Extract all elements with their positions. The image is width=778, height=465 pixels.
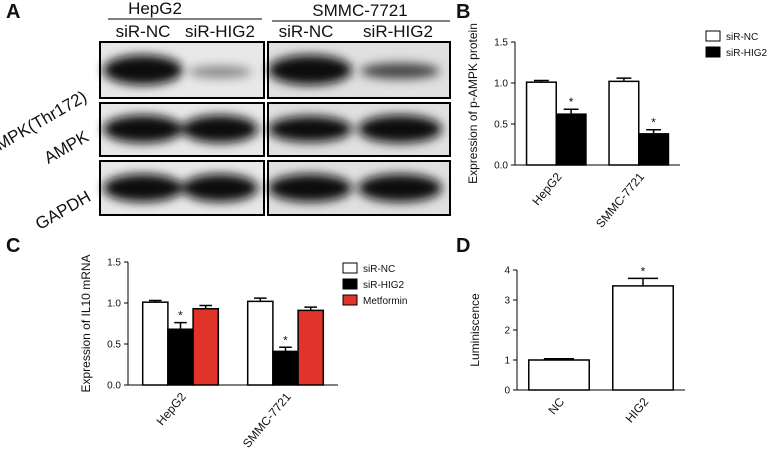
significance-mark: * (651, 116, 656, 130)
y-axis-label: Expression of IL10 mRNA (79, 254, 93, 392)
error-bar (199, 304, 212, 309)
bar (297, 309, 325, 386)
lane-label: siR-NC (279, 22, 334, 41)
error-bar (304, 306, 317, 311)
y-axis-label: Expression of p-AMPK protein (466, 23, 480, 184)
x-tick-label: SMMC-7721 (593, 170, 647, 231)
bar (525, 81, 557, 166)
bar (192, 307, 220, 386)
legend-label: siR-HIG2 (363, 280, 405, 291)
y-tick-label: 0.0 (494, 161, 508, 172)
row-label: AMPK (41, 127, 93, 168)
x-tick-label: SMMC-7721 (240, 390, 294, 451)
y-tick-label: 1.5 (494, 38, 508, 49)
x-tick-label: HepG2 (154, 390, 189, 428)
y-tick-label: 0.5 (494, 120, 508, 131)
group-label: SMMC-7721 (312, 1, 407, 20)
y-tick-label: 3 (504, 296, 510, 307)
blot-panel: A HepG2 SMMC-7721 siR-NC siR-HIG2 siR-NC… (0, 0, 451, 234)
bar (638, 133, 670, 166)
legend-swatch (705, 30, 721, 42)
legend-swatch (342, 278, 358, 290)
legend-label: siR-HIG2 (726, 48, 768, 59)
error-bar (627, 277, 659, 286)
y-tick-label: 1.0 (494, 79, 508, 90)
y-tick-label: 0 (504, 386, 510, 397)
y-axis-label: Luminiscence (468, 293, 482, 367)
error-bar (254, 297, 267, 302)
lane-label: siR-HIG2 (185, 22, 255, 41)
group-label: HepG2 (128, 0, 182, 18)
legend-swatch (342, 262, 358, 274)
legend-swatch (342, 294, 358, 306)
y-tick-label: 1 (504, 356, 510, 367)
bar (272, 350, 299, 386)
row-label: GAPDH (32, 187, 94, 234)
y-tick-label: 1.0 (107, 299, 121, 310)
y-tick-label: 0.5 (107, 340, 121, 351)
bar (528, 359, 590, 391)
panel-label: D (456, 235, 470, 257)
blot-images (99, 41, 451, 216)
panel-label: B (456, 1, 470, 23)
lane-label: siR-NC (116, 22, 171, 41)
bar (246, 300, 274, 386)
bar (167, 328, 194, 386)
y-tick-label: 1.5 (107, 258, 121, 269)
error-bar (563, 108, 579, 115)
legend-label: Metformin (363, 296, 407, 307)
legend-swatch (705, 46, 721, 58)
bar (141, 301, 169, 386)
legend-label: siR-NC (363, 264, 395, 275)
bar (608, 80, 640, 166)
x-tick-label: HIG2 (623, 395, 652, 426)
y-tick-label: 0.0 (107, 381, 121, 392)
significance-mark: * (178, 309, 183, 323)
error-bar (543, 358, 575, 360)
error-bar (616, 77, 632, 82)
significance-mark: * (569, 95, 574, 109)
panel-label: C (6, 235, 20, 257)
error-bar (174, 321, 187, 330)
error-bar (149, 299, 162, 303)
bar (612, 285, 674, 391)
legend-label: siR-NC (726, 32, 758, 43)
lane-label: siR-HIG2 (363, 22, 433, 41)
y-tick-label: 2 (504, 326, 510, 337)
significance-mark: * (283, 333, 288, 347)
bar (555, 113, 587, 166)
error-bar (646, 128, 662, 134)
y-tick-label: 4 (504, 266, 510, 277)
panel-label: A (6, 1, 20, 23)
significance-mark: * (641, 264, 646, 278)
x-tick-label: NC (545, 395, 567, 418)
x-tick-label: HepG2 (529, 170, 564, 208)
error-bar (279, 346, 292, 352)
error-bar (533, 79, 549, 83)
